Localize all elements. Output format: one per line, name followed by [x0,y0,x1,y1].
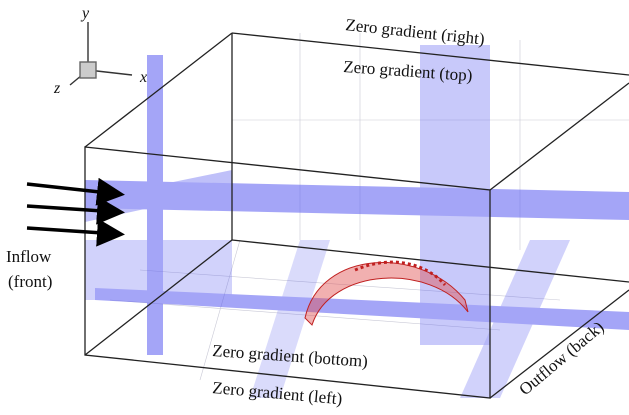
axes-triad [70,22,132,85]
inflow-label-sub: (front) [8,272,52,291]
axis-z-label: z [53,80,61,97]
label-right: Zero gradient (right) [345,15,486,49]
axis-y-label: y [80,5,90,22]
axis-x-label: x [139,69,147,86]
diagram: y x z Zero gradient (right) Zero gradien… [0,0,629,415]
refinement-bands [85,45,629,398]
inflow-label: Inflow [6,247,52,266]
page: y x z Zero gradient (right) Zero gradien… [0,0,629,415]
label-bottom: Zero gradient (bottom) [212,341,369,371]
